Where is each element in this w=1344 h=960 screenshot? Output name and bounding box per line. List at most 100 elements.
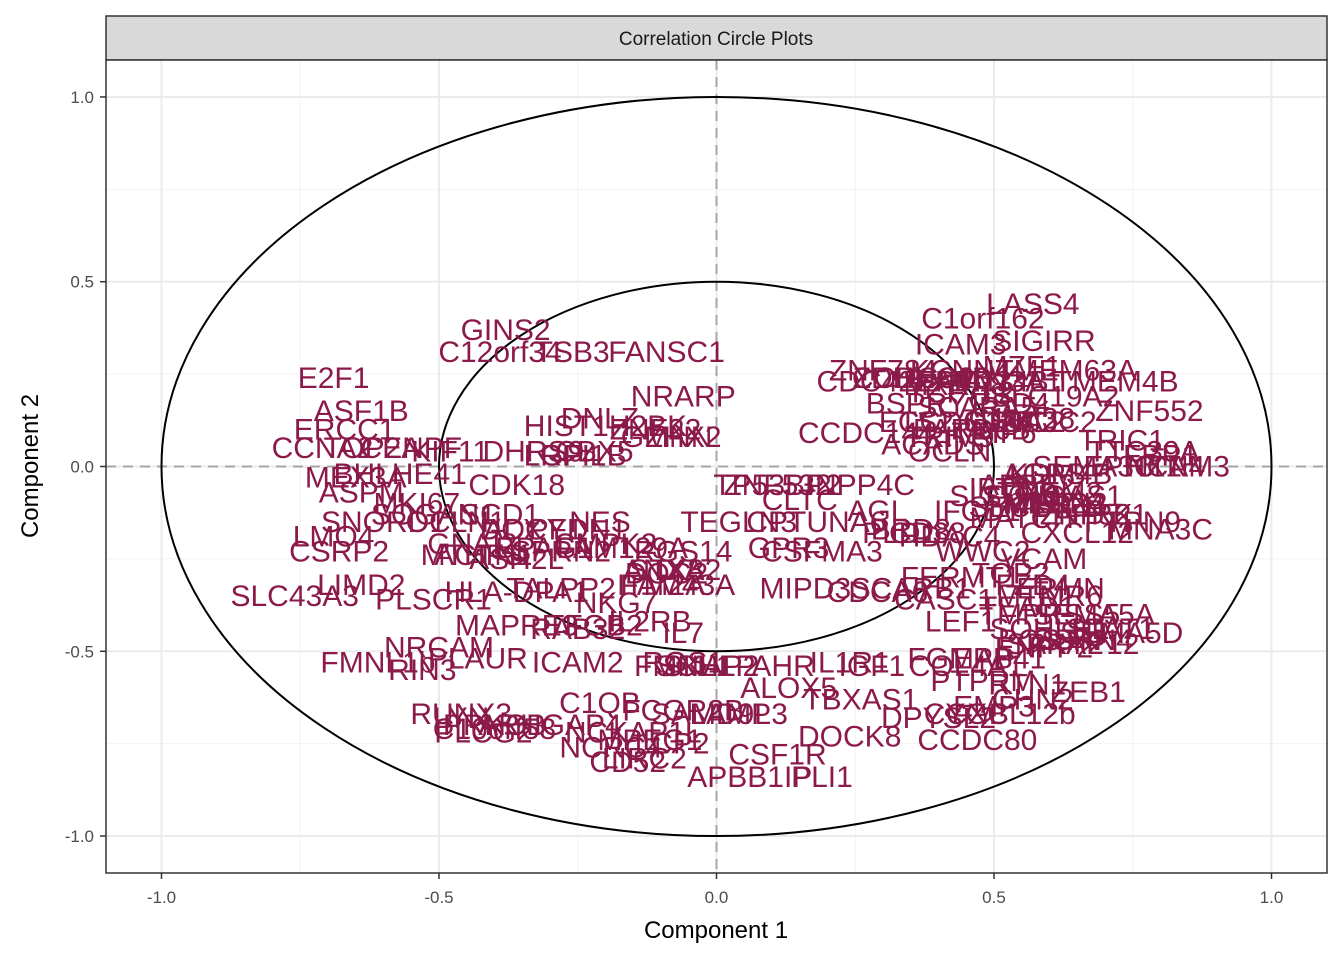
variable-label: TBXAS1	[803, 683, 918, 716]
variable-label: BPAG1	[496, 532, 594, 565]
variable-label: MZF1	[983, 351, 1061, 384]
variable-label: INPP4C	[807, 469, 915, 502]
variable-label: MTMR6	[996, 580, 1103, 613]
variable-label: ZNF22	[610, 414, 702, 447]
variable-label: SLC6A9	[949, 480, 1061, 513]
variable-label: BRD8	[871, 513, 951, 546]
variable-label: POSTN	[998, 624, 1101, 657]
variable-label: CCDC64B	[852, 362, 992, 395]
variable-label: TRIC1	[1078, 425, 1165, 458]
variable-label: FAM129A	[556, 532, 688, 565]
x-axis-ticks: -1.0 -0.5 0.0 0.5 1.0	[147, 873, 1283, 907]
variable-label: GNAI2	[427, 528, 517, 561]
variable-label: SOGAN1	[371, 499, 496, 532]
variable-label: LIRC2	[602, 742, 687, 775]
variable-label: CCDC80	[917, 724, 1037, 757]
variable-label: SEMA5A	[1033, 598, 1155, 631]
x-axis-title: Component 1	[644, 917, 788, 944]
variable-label: RGS1	[642, 646, 724, 679]
variable-label: ADCY1	[483, 513, 583, 546]
variable-label: NRARP	[631, 380, 736, 413]
variable-label: SUN1	[982, 480, 1062, 513]
variable-label: ANXA2	[623, 554, 721, 587]
variable-label: FAM134B	[917, 366, 1049, 399]
variable-label: FERMT1	[901, 561, 1021, 594]
variable-label: CENPF	[360, 432, 462, 465]
variable-label: CBX5	[555, 436, 633, 469]
variable-label: BTN3A1	[948, 366, 1061, 399]
variable-label: CD52	[589, 746, 666, 779]
variable-label: DOC2	[625, 558, 708, 591]
variable-label: PRKCB	[443, 709, 546, 742]
variable-label: MKI67	[373, 487, 460, 520]
variable-label: C1orf38	[968, 402, 1075, 435]
variable-label: CDC42EP5	[817, 366, 972, 399]
variable-label: RAB32	[530, 613, 625, 646]
variable-label: TEGLN3	[680, 506, 797, 539]
y-tick-label: 0.0	[70, 458, 94, 477]
variable-label: C1QB	[559, 687, 641, 720]
variable-label: TMEM2	[997, 476, 1102, 509]
variable-label: IGF1	[839, 650, 906, 683]
variable-label: SCARA5	[917, 391, 1037, 424]
variable-label: ICAM3	[915, 329, 1007, 362]
variable-label: ZHX2	[645, 421, 722, 454]
variable-label: STC2	[989, 406, 1066, 439]
variable-label: ZNF532	[723, 469, 831, 502]
variable-label: MIPD3	[759, 572, 851, 605]
variable-label: DOCK8	[798, 720, 901, 753]
variable-label: SCHLP	[655, 650, 755, 683]
variable-label: LYN	[433, 702, 489, 735]
variable-label: SEMA3C	[1032, 451, 1155, 484]
variable-label: PLI1	[791, 761, 853, 794]
y-tick-label: -1.0	[65, 827, 94, 846]
variable-label: CSFMA3	[761, 535, 883, 568]
variable-label: PARD6B	[913, 414, 1031, 447]
variable-label: PLSCR1	[375, 584, 492, 617]
variable-label: NCKAP1L	[565, 717, 702, 750]
y-tick-label: 0.5	[70, 273, 94, 292]
variable-label: DNAJC2	[980, 406, 1097, 439]
variable-label: CCNA2	[272, 432, 374, 465]
variable-label: CD38	[889, 517, 966, 550]
variable-label: ITM2A	[617, 569, 705, 602]
variable-label: NCRC4	[559, 731, 662, 764]
variable-label: NRCAM	[384, 632, 494, 665]
variable-label: SCARB1	[851, 572, 971, 605]
variable-label: MPEG1	[597, 724, 702, 757]
variable-label: AHR	[751, 650, 814, 683]
variable-label: DCX	[479, 513, 542, 546]
variable-label: CXCL12b	[946, 698, 1076, 731]
variable-label: TRIM9	[905, 421, 995, 454]
variable-label: VCAM	[1001, 543, 1088, 576]
variable-label: NKG7	[576, 587, 658, 620]
variable-label: ZEB1	[1051, 676, 1126, 709]
variable-label: IL2RB	[608, 606, 691, 639]
y-axis-title: Component 2	[17, 394, 44, 538]
variable-label: HDAC4	[899, 521, 1001, 554]
variable-label: IL1R1	[810, 646, 890, 679]
variable-label: TALPP2	[506, 572, 616, 605]
variable-label: TMEM63A	[995, 354, 1137, 387]
variable-label: HLA-DPA1	[444, 576, 589, 609]
variable-label: NES	[569, 506, 631, 539]
variable-label: FZD4	[995, 569, 1070, 602]
variable-label: LRP4	[524, 439, 599, 472]
variable-label: TP53BP2	[713, 469, 841, 502]
variable-label: TEAD1	[979, 591, 1076, 624]
variable-label: CMPK2	[554, 528, 657, 561]
x-tick-label: -1.0	[147, 888, 176, 907]
correlation-circles	[160, 95, 1273, 838]
variable-label: WWC2	[935, 535, 1030, 568]
variable-label: CCDC124	[898, 406, 1035, 439]
variable-label: ERCC1	[294, 414, 396, 447]
variable-label: PSD4	[971, 388, 1049, 421]
variable-label: OCLN1	[406, 506, 506, 539]
variable-label: ZNF521	[1040, 499, 1148, 532]
variable-label: EPHX1	[1084, 451, 1182, 484]
variable-label: MAPRE3	[455, 609, 578, 642]
variable-label: ICAM2	[532, 646, 624, 679]
variable-label: AGL	[847, 495, 907, 528]
variable-label: LASS4	[986, 288, 1079, 321]
variable-label: MKRN3	[1003, 487, 1108, 520]
